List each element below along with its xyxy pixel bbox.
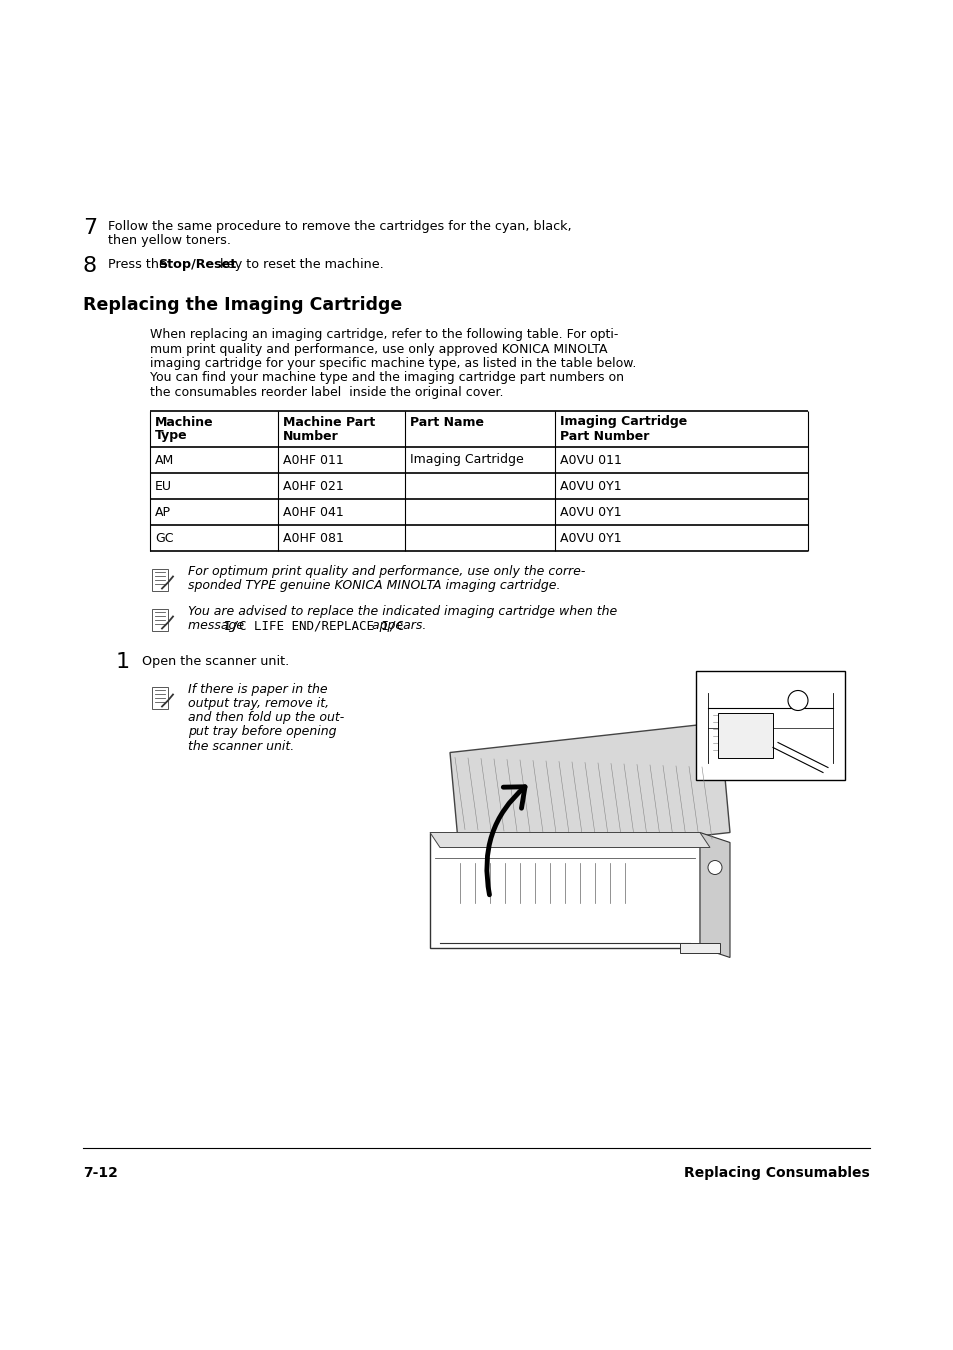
Text: GC: GC: [154, 532, 173, 544]
Text: 1: 1: [116, 652, 130, 672]
FancyBboxPatch shape: [696, 671, 844, 779]
Text: the consumables reorder label  inside the original cover.: the consumables reorder label inside the…: [150, 386, 503, 400]
Polygon shape: [430, 833, 709, 848]
Text: and then fold up the out-: and then fold up the out-: [188, 711, 344, 725]
Text: output tray, remove it,: output tray, remove it,: [188, 698, 329, 710]
Bar: [152, 687, 168, 709]
Text: A0HF 081: A0HF 081: [283, 532, 343, 544]
Text: If there is paper in the: If there is paper in the: [188, 683, 327, 697]
Text: Part Name: Part Name: [410, 416, 483, 428]
Text: EU: EU: [154, 479, 172, 493]
Bar: [152, 568, 168, 590]
Bar: [718, 713, 772, 757]
Text: appears.: appears.: [368, 620, 426, 633]
Circle shape: [707, 860, 721, 875]
Text: You can find your machine type and the imaging cartridge part numbers on: You can find your machine type and the i…: [150, 371, 623, 385]
Text: Part Number: Part Number: [559, 429, 649, 443]
FancyBboxPatch shape: [430, 833, 700, 948]
Text: Imaging Cartridge: Imaging Cartridge: [559, 416, 686, 428]
Text: put tray before opening: put tray before opening: [188, 725, 336, 738]
Text: A0VU 0Y1: A0VU 0Y1: [559, 505, 621, 518]
Bar: [679, 942, 720, 953]
Text: message: message: [188, 620, 248, 633]
Text: Stop/Reset: Stop/Reset: [158, 258, 236, 271]
Text: I/C LIFE END/REPLACE I/C: I/C LIFE END/REPLACE I/C: [224, 620, 403, 633]
Bar: [152, 609, 168, 630]
Text: A0VU 0Y1: A0VU 0Y1: [559, 479, 621, 493]
Text: 7-12: 7-12: [83, 1166, 118, 1180]
Polygon shape: [700, 833, 729, 957]
Text: A0HF 011: A0HF 011: [283, 454, 343, 467]
Text: Machine Part: Machine Part: [283, 416, 375, 428]
Text: A0VU 0Y1: A0VU 0Y1: [559, 532, 621, 544]
Text: AM: AM: [154, 454, 174, 467]
Text: Replacing Consumables: Replacing Consumables: [683, 1166, 869, 1180]
Text: key to reset the machine.: key to reset the machine.: [215, 258, 383, 271]
Text: Follow the same procedure to remove the cartridges for the cyan, black,: Follow the same procedure to remove the …: [108, 220, 571, 234]
Text: AP: AP: [154, 505, 171, 518]
Text: imaging cartridge for your specific machine type, as listed in the table below.: imaging cartridge for your specific mach…: [150, 356, 636, 370]
Text: 8: 8: [83, 256, 97, 275]
Text: mum print quality and performance, use only approved KONICA MINOLTA: mum print quality and performance, use o…: [150, 343, 607, 355]
Text: Press the: Press the: [108, 258, 171, 271]
Text: 7: 7: [83, 217, 97, 238]
Text: sponded TYPE genuine KONICA MINOLTA imaging cartridge.: sponded TYPE genuine KONICA MINOLTA imag…: [188, 579, 560, 593]
Text: You are advised to replace the indicated imaging cartridge when the: You are advised to replace the indicated…: [188, 606, 617, 618]
Text: then yellow toners.: then yellow toners.: [108, 234, 231, 247]
Text: A0VU 011: A0VU 011: [559, 454, 621, 467]
Text: Machine: Machine: [154, 416, 213, 428]
Circle shape: [787, 690, 807, 710]
Text: Replacing the Imaging Cartridge: Replacing the Imaging Cartridge: [83, 296, 402, 315]
Text: the scanner unit.: the scanner unit.: [188, 740, 294, 752]
Text: When replacing an imaging cartridge, refer to the following table. For opti-: When replacing an imaging cartridge, ref…: [150, 328, 618, 342]
Text: Imaging Cartridge: Imaging Cartridge: [410, 454, 523, 467]
Text: Type: Type: [154, 429, 188, 443]
Polygon shape: [450, 722, 729, 863]
Text: A0HF 041: A0HF 041: [283, 505, 343, 518]
Text: A0HF 021: A0HF 021: [283, 479, 343, 493]
Text: Open the scanner unit.: Open the scanner unit.: [142, 656, 289, 668]
FancyArrowPatch shape: [486, 787, 524, 895]
Text: Number: Number: [283, 429, 338, 443]
Text: For optimum print quality and performance, use only the corre-: For optimum print quality and performanc…: [188, 566, 585, 579]
